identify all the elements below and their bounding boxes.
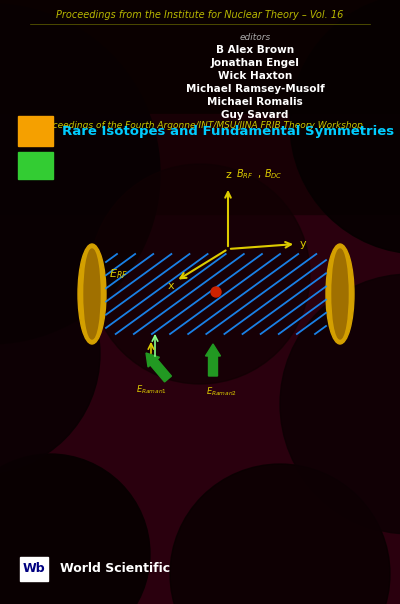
Circle shape bbox=[170, 464, 390, 604]
Text: $E_{Raman2}$: $E_{Raman2}$ bbox=[206, 386, 238, 399]
Text: Jonathan Engel: Jonathan Engel bbox=[210, 58, 300, 68]
Text: Wick Haxton: Wick Haxton bbox=[218, 71, 292, 81]
Text: Michael Romalis: Michael Romalis bbox=[207, 97, 303, 107]
Ellipse shape bbox=[84, 249, 100, 339]
Text: $B_{RF}$  , $B_{DC}$: $B_{RF}$ , $B_{DC}$ bbox=[236, 167, 283, 181]
Bar bbox=[0, 0, 400, 114]
Bar bbox=[18, 116, 53, 146]
Circle shape bbox=[211, 287, 221, 297]
Bar bbox=[20, 557, 48, 581]
Text: $E_{RF}$: $E_{RF}$ bbox=[108, 267, 128, 281]
Circle shape bbox=[90, 164, 310, 384]
Text: Michael Ramsey-Musolf: Michael Ramsey-Musolf bbox=[186, 84, 324, 94]
Text: World Scientific: World Scientific bbox=[60, 562, 170, 576]
Circle shape bbox=[0, 4, 160, 344]
Text: $E_{Raman1}$: $E_{Raman1}$ bbox=[136, 384, 168, 396]
Circle shape bbox=[280, 274, 400, 534]
Text: y: y bbox=[300, 239, 306, 249]
Text: editors: editors bbox=[239, 33, 271, 42]
FancyArrow shape bbox=[206, 344, 220, 376]
Bar bbox=[18, 152, 53, 179]
Circle shape bbox=[290, 0, 400, 254]
Ellipse shape bbox=[326, 244, 354, 344]
Ellipse shape bbox=[332, 249, 348, 339]
Circle shape bbox=[0, 234, 100, 474]
Text: Rare Isotopes and Fundamental Symmetries: Rare Isotopes and Fundamental Symmetries bbox=[62, 124, 394, 138]
Circle shape bbox=[0, 454, 150, 604]
Text: x: x bbox=[168, 281, 174, 291]
Ellipse shape bbox=[78, 244, 106, 344]
Bar bbox=[0, 114, 400, 214]
Text: Guy Savard: Guy Savard bbox=[221, 110, 289, 120]
Text: Proceedings from the Institute for Nuclear Theory – Vol. 16: Proceedings from the Institute for Nucle… bbox=[56, 10, 344, 20]
Text: z: z bbox=[225, 170, 231, 180]
Text: B Alex Brown: B Alex Brown bbox=[216, 45, 294, 55]
FancyArrow shape bbox=[146, 353, 172, 382]
Text: Wb: Wb bbox=[23, 562, 45, 576]
Text: Proceedings of the Fourth Argonne/INT/MSU/JINA FRIB Theory Workshop: Proceedings of the Fourth Argonne/INT/MS… bbox=[38, 121, 362, 130]
